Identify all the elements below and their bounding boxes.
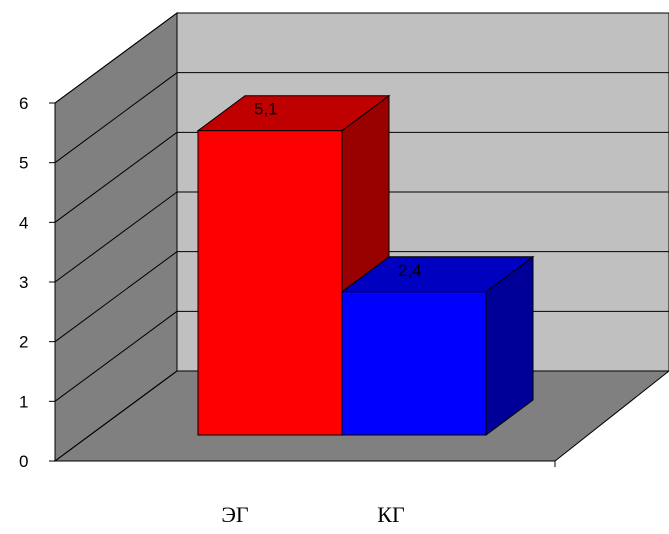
x-tick-label: КГ	[377, 502, 405, 527]
data-label: 2,4	[398, 261, 422, 280]
gridline-side	[54, 191, 178, 283]
gridline-side	[54, 12, 178, 104]
y-tick-label: 4	[19, 213, 28, 232]
gridline-side	[54, 72, 178, 164]
data-label: 5,1	[254, 100, 278, 119]
y-tick-label: 5	[19, 154, 28, 173]
bar-0[interactable]	[197, 130, 343, 436]
gridline-side	[54, 310, 178, 402]
y-tick-label: 6	[19, 94, 28, 113]
bar-1[interactable]	[341, 291, 487, 436]
y-tick-label: 2	[19, 333, 28, 352]
gridline-side	[54, 251, 178, 343]
y-tick-label: 3	[19, 273, 28, 292]
gridline-side	[54, 131, 178, 223]
y-tick-label: 0	[19, 452, 28, 471]
y-tick-label: 1	[19, 392, 28, 411]
x-tick-label: ЭГ	[221, 502, 249, 527]
gridline-side	[54, 370, 178, 462]
